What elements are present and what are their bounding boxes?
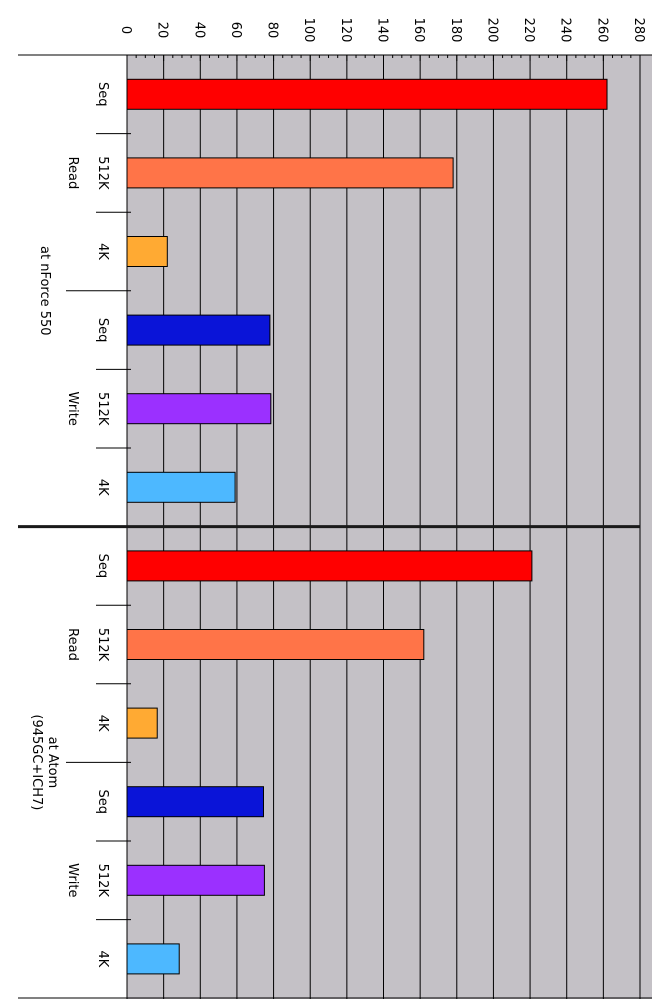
group-label: Read [65, 628, 80, 661]
bars [126, 78, 608, 975]
bar-category-label: 512K [95, 628, 110, 662]
tick-label: 280 [631, 18, 646, 43]
bar [126, 78, 608, 110]
bar [126, 786, 264, 818]
bar [126, 943, 180, 975]
bar-category-label: 512K [95, 392, 110, 426]
bar [126, 629, 425, 660]
tick-label: 20 [155, 22, 170, 39]
bar [126, 550, 533, 582]
tick-label: 0 [118, 26, 133, 34]
bar-category-label: Seq [95, 554, 110, 579]
system-label: at nForce 550 [37, 246, 52, 336]
tick-label: 60 [228, 22, 243, 39]
tick-label: 220 [521, 18, 536, 43]
system-label: at Atom [45, 737, 60, 789]
tick-label: 120 [338, 18, 353, 43]
system-label: (945GC+ICH7) [29, 714, 44, 810]
tick-label: 40 [191, 22, 206, 39]
bar-category-label: 4K [95, 243, 110, 260]
tick-label: 200 [484, 18, 499, 43]
group-label: Write [65, 392, 80, 426]
bar [126, 157, 454, 189]
bar [126, 393, 272, 425]
bar [126, 314, 271, 346]
bar-category-label: 512K [95, 864, 110, 898]
group-label: Read [65, 157, 80, 190]
bar-category-label: 4K [95, 715, 110, 732]
group-label: Write [65, 863, 80, 897]
bar [126, 236, 168, 267]
value-axis-ticks: 0 20 40 60 80 100 120 140 160 180 200 220 240 260 280 [118, 18, 646, 61]
tick-label: 80 [265, 22, 280, 39]
tick-label: 160 [411, 18, 426, 43]
tick-label: 240 [558, 18, 573, 43]
tick-label: 100 [301, 18, 316, 43]
bar-category-label: 512K [95, 156, 110, 190]
bar-category-label: Seq [95, 789, 110, 814]
tick-label: 140 [375, 18, 390, 43]
bar-category-label: 4K [95, 479, 110, 496]
bar-category-label: 4K [95, 951, 110, 968]
bar [126, 707, 158, 739]
bar [126, 864, 265, 896]
bar [126, 471, 236, 503]
category-labels: Seq 512K 4K Read Seq 512K 4K Write at nForce 550… [29, 82, 131, 968]
bar-category-label: Seq [95, 318, 110, 343]
tick-label: 260 [594, 18, 609, 43]
tick-label: 180 [448, 18, 463, 43]
bar-category-label: Seq [95, 82, 110, 107]
